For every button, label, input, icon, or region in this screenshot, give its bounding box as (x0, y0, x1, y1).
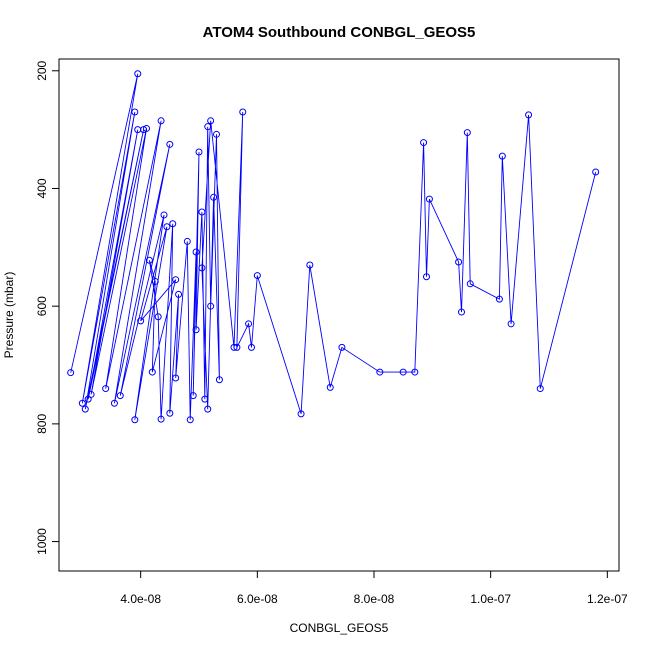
data-point (215, 376, 223, 384)
plot-area-box (58, 58, 620, 572)
data-point (154, 313, 162, 321)
data-point (131, 416, 139, 424)
data-point (326, 383, 334, 391)
data-point (245, 320, 253, 328)
data-point (423, 273, 430, 281)
data-point (455, 258, 463, 266)
data-point (134, 70, 142, 78)
data-point (183, 237, 191, 245)
x-tick-label: 4.0e-08 (120, 592, 161, 606)
data-point (163, 223, 171, 231)
y-axis: 200 400 600 800 1000 (35, 60, 59, 555)
data-point (116, 392, 124, 400)
series-layer (67, 70, 600, 424)
data-point (166, 140, 174, 148)
data-point (536, 385, 544, 393)
data-point (157, 415, 165, 423)
data-point (157, 117, 165, 125)
data-point (175, 290, 183, 298)
data-point (207, 302, 215, 310)
data-point (592, 168, 600, 176)
data-point (172, 276, 180, 284)
data-point (192, 248, 200, 256)
data-point (189, 392, 197, 400)
y-tick-label: 800 (35, 414, 49, 434)
data-point (338, 343, 346, 351)
data-point (207, 117, 215, 125)
data-point (110, 399, 118, 407)
data-point (186, 416, 194, 424)
data-point (297, 410, 305, 418)
data-point (458, 308, 465, 316)
data-point (210, 193, 218, 201)
data-point (148, 368, 156, 376)
data-point (81, 405, 89, 413)
data-point (201, 395, 209, 403)
y-tick-label: 1000 (35, 528, 49, 555)
data-point (204, 405, 212, 413)
data-point (67, 369, 75, 377)
data-point (213, 130, 220, 138)
x-tick-label: 1.2e-07 (587, 592, 628, 606)
data-point (204, 123, 212, 131)
data-point (102, 385, 110, 393)
data-point (507, 320, 515, 328)
data-point (134, 126, 142, 134)
data-point (143, 124, 150, 132)
data-point (233, 343, 241, 351)
y-tick-label: 200 (35, 60, 49, 80)
x-axis: 4.0e-08 6.0e-08 8.0e-08 1.0e-07 1.2e-07 (120, 571, 628, 606)
data-point (495, 295, 503, 303)
y-tick-label: 600 (35, 296, 49, 316)
data-point (425, 195, 433, 203)
data-point (466, 280, 474, 288)
data-point (248, 343, 255, 351)
x-tick-label: 8.0e-08 (354, 592, 395, 606)
data-point (198, 208, 206, 216)
x-tick-label: 6.0e-08 (237, 592, 278, 606)
data-point (411, 368, 419, 376)
data-point (172, 374, 180, 382)
data-point (166, 409, 174, 417)
data-point (131, 108, 139, 116)
data-point (87, 390, 95, 398)
y-axis-label: Pressure (mbar) (2, 272, 16, 359)
x-tick-label: 1.0e-07 (470, 592, 511, 606)
data-point (420, 139, 428, 147)
data-point (169, 220, 177, 228)
x-axis-label: CONBGL_GEOS5 (290, 621, 389, 635)
data-point (399, 368, 407, 376)
data-point (253, 272, 261, 280)
data-point (239, 108, 247, 116)
series-line (70, 73, 597, 420)
data-point (145, 256, 153, 264)
data-point (230, 343, 238, 351)
data-point (151, 277, 159, 285)
data-point (160, 211, 168, 219)
chart-title: ATOM4 Southbound CONBGL_GEOS5 (203, 24, 476, 41)
data-point (463, 129, 471, 137)
data-point (198, 264, 206, 272)
data-point (498, 152, 506, 160)
data-point (137, 317, 145, 325)
data-point (78, 399, 86, 407)
data-point (525, 111, 533, 119)
data-point (306, 261, 314, 269)
data-point (192, 326, 200, 334)
data-point (195, 148, 203, 156)
y-tick-label: 400 (35, 178, 49, 198)
data-point (376, 368, 384, 376)
